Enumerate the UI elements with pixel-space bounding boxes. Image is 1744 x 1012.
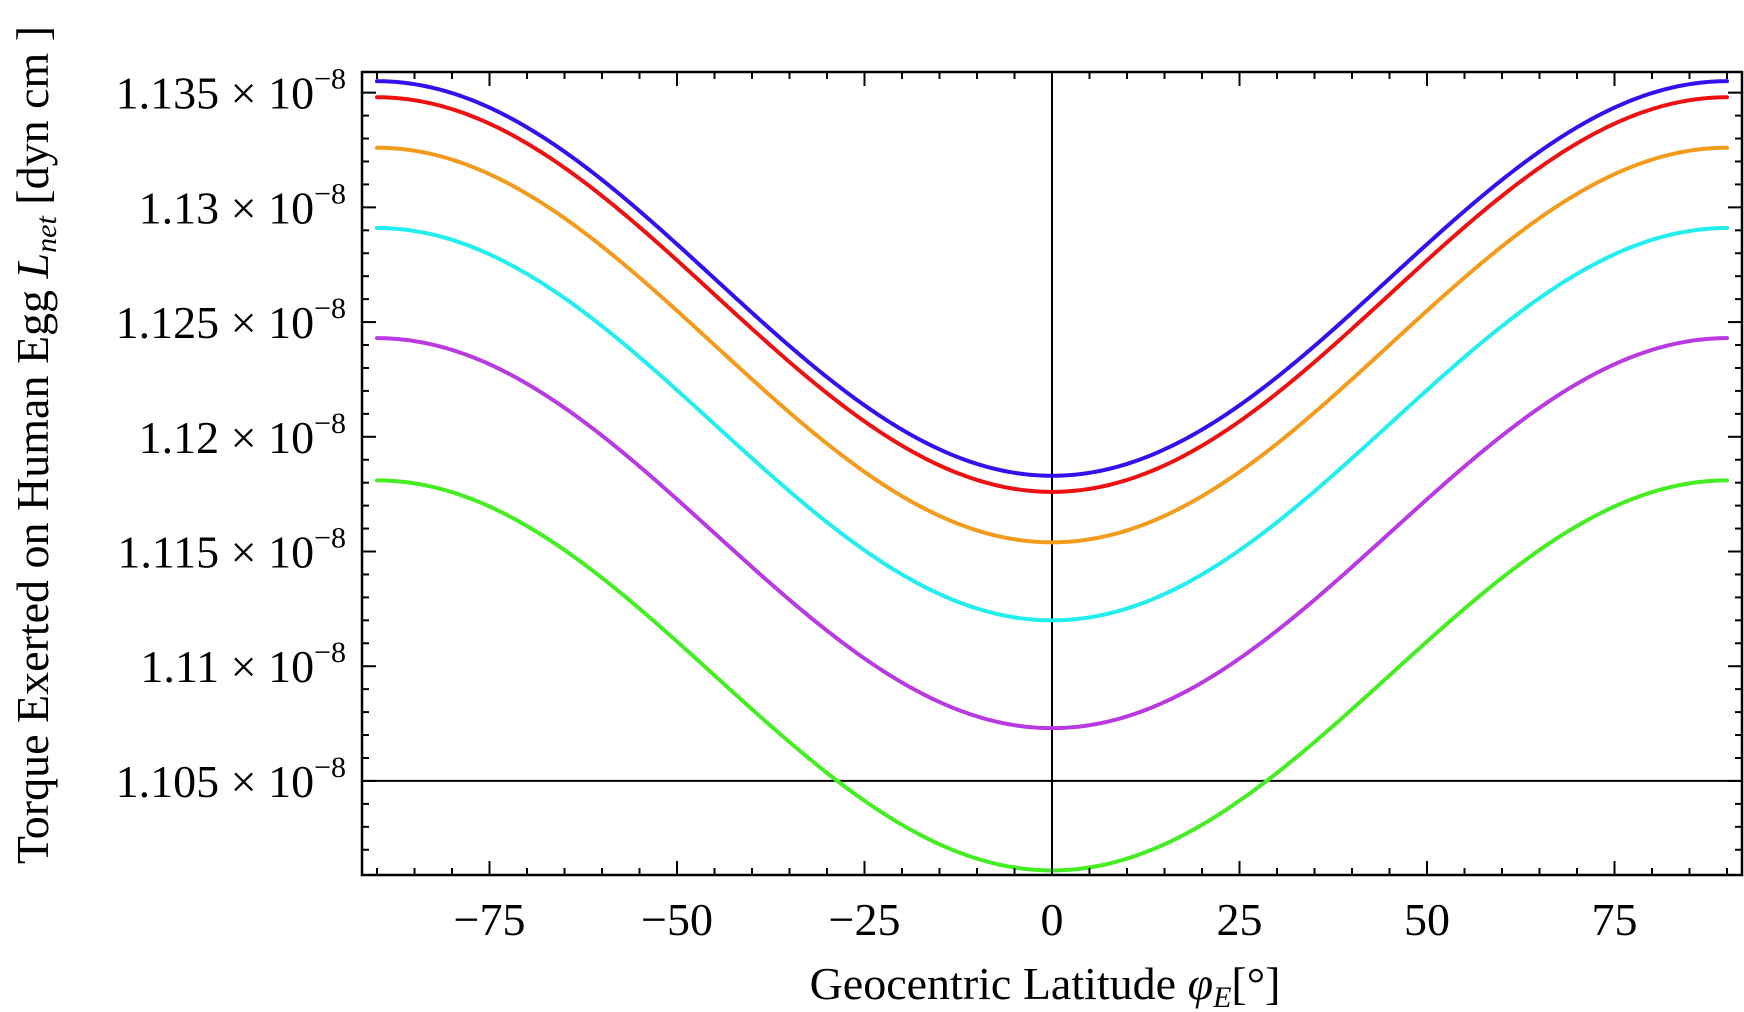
y-tick-base: 10 <box>268 527 314 578</box>
y-tick-exponent: −8 <box>314 407 346 440</box>
y-tick-times: × <box>219 527 268 578</box>
x-tick-label: 50 <box>1404 894 1450 945</box>
x-axis-title-main: Geocentric Latitude <box>810 958 1188 1009</box>
y-tick-base: 10 <box>268 756 314 807</box>
y-tick-base: 10 <box>268 182 314 233</box>
y-tick-labels: 1.105 × 10−81.11 × 10−81.115 × 10−81.12 … <box>116 63 346 807</box>
y-tick-label: 1.12 × 10−8 <box>139 407 346 463</box>
y-tick-label: 1.125 × 10−8 <box>116 292 346 348</box>
y-tick-times: × <box>219 182 268 233</box>
y-tick-mantissa: 1.12 <box>139 412 220 463</box>
y-tick-label: 1.11 × 10−8 <box>140 636 346 692</box>
series-line-orange <box>375 145 1729 545</box>
x-tick-labels: −75 −50 −25 0 25 50 75 <box>454 894 1638 945</box>
y-tick-base: 10 <box>268 641 314 692</box>
y-tick-label: 1.105 × 10−8 <box>116 751 346 807</box>
y-tick-mantissa: 1.115 <box>117 527 219 578</box>
y-tick-label: 1.13 × 10−8 <box>139 177 346 233</box>
ticks-layer <box>362 72 1742 875</box>
y-axis-title-unit-prefix: [dyn cm <box>7 41 58 216</box>
y-tick-base: 10 <box>268 68 314 119</box>
y-tick-mantissa: 1.105 <box>116 756 220 807</box>
y-tick-times: × <box>219 297 268 348</box>
y-tick-mantissa: 1.125 <box>116 297 220 348</box>
y-tick-base: 10 <box>268 412 314 463</box>
series-line-cyan <box>375 226 1729 623</box>
x-tick-label: −75 <box>454 894 526 945</box>
x-tick-label: 0 <box>1041 894 1064 945</box>
y-tick-exponent: −8 <box>314 522 346 555</box>
y-tick-label: 1.135 × 10−8 <box>116 63 346 119</box>
x-axis-title-unit: [°] <box>1231 958 1280 1009</box>
y-axis-title-main: Torque Exerted on Human Egg <box>7 278 58 864</box>
y-tick-label: 1.115 × 10−8 <box>117 522 346 578</box>
y-axis-title: Torque Exerted on Human Egg Lnet [dyn cm… <box>7 26 63 864</box>
y-tick-exponent: −8 <box>314 636 346 669</box>
y-axis-title-unit-suffix: ] <box>7 26 58 41</box>
x-tick-label: 75 <box>1592 894 1638 945</box>
x-axis-title-symbol: φ <box>1188 958 1213 1009</box>
y-tick-exponent: −8 <box>314 292 346 325</box>
y-tick-times: × <box>219 412 268 463</box>
y-tick-times: × <box>219 756 268 807</box>
y-axis-title-subscript: net <box>30 216 63 253</box>
x-axis-title-subscript: E <box>1212 981 1231 1012</box>
y-tick-times: × <box>219 641 268 692</box>
x-axis-title: Geocentric Latitude φE[°] <box>810 958 1281 1012</box>
y-axis-title-symbol: L <box>7 253 58 280</box>
series-line-red <box>375 95 1729 494</box>
y-tick-mantissa: 1.135 <box>116 68 220 119</box>
y-tick-mantissa: 1.11 <box>140 641 219 692</box>
y-tick-exponent: −8 <box>314 177 346 210</box>
series-line-purple <box>375 336 1729 731</box>
y-tick-base: 10 <box>268 297 314 348</box>
series-line-blue <box>375 79 1729 478</box>
y-tick-mantissa: 1.13 <box>139 182 220 233</box>
y-tick-exponent: −8 <box>314 63 346 96</box>
y-tick-exponent: −8 <box>314 751 346 784</box>
x-tick-label: 25 <box>1217 894 1263 945</box>
x-tick-label: −50 <box>641 894 713 945</box>
y-tick-times: × <box>219 68 268 119</box>
x-tick-label: −25 <box>829 894 901 945</box>
reference-lines <box>362 72 1742 875</box>
